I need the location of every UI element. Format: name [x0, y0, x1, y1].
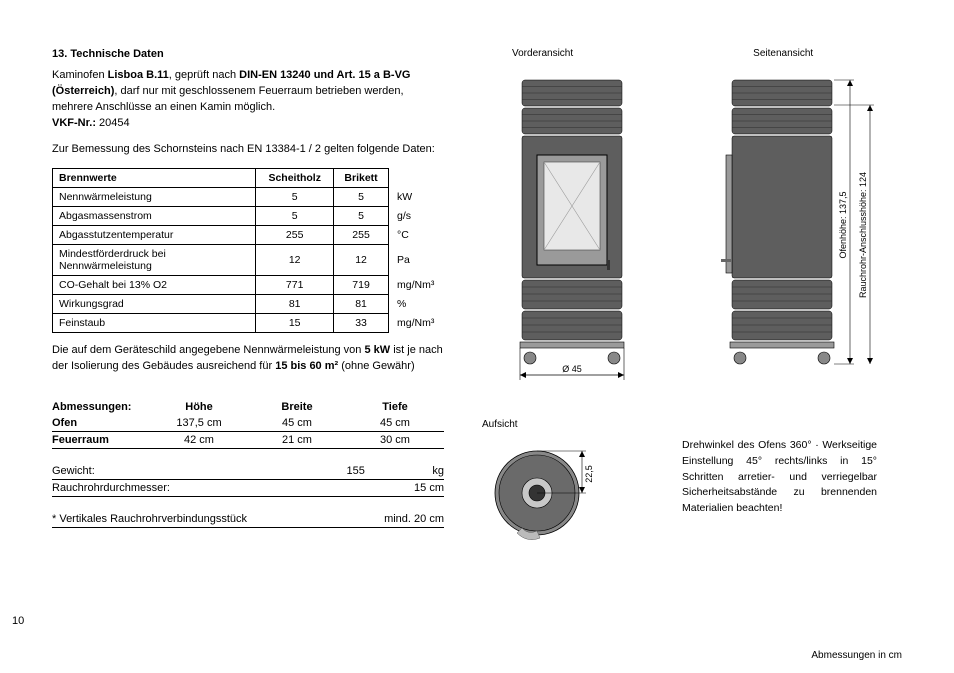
cell-brikett: 81	[334, 294, 389, 313]
dim-ofen-0: Ofen	[52, 417, 150, 429]
th-scheitholz: Scheitholz	[256, 168, 334, 187]
dim-feuer-1: 42 cm	[150, 434, 248, 446]
gewicht-val: 155	[240, 465, 365, 477]
bottom-row: 22,5 Drehwinkel des Ofens 360° · Werksei…	[482, 438, 902, 548]
pt-b: 5 kW	[364, 344, 390, 356]
cell-brikett: 5	[334, 206, 389, 225]
rohr-val: 15 cm	[242, 482, 444, 494]
cell-unit: mg/Nm³	[389, 275, 444, 294]
chimney-line: Zur Bemessung des Schornsteins nach EN 1…	[52, 142, 444, 158]
top-dim-label: 22,5	[584, 465, 594, 483]
table-row: Abgasstutzentemperatur255255°C	[53, 225, 444, 244]
cell-label: Wirkungsgrad	[53, 294, 256, 313]
cell-brikett: 33	[334, 313, 389, 332]
cell-label: Mindestförderdruck bei Nennwärmeleistung	[53, 244, 256, 275]
rohr-label: Rauchrohrdurchmesser:	[52, 482, 242, 494]
cell-label: Abgasstutzentemperatur	[53, 225, 256, 244]
table-row: Mindestförderdruck bei Nennwärmeleistung…	[53, 244, 444, 275]
front-view-svg: Ø 45	[482, 65, 662, 385]
model-name: Lisboa B.11	[108, 69, 169, 81]
th-unit-blank	[389, 168, 444, 187]
dim-head-3: Tiefe	[346, 401, 444, 413]
cell-scheitholz: 81	[256, 294, 334, 313]
cell-unit: Pa	[389, 244, 444, 275]
section-heading: 13. Technische Daten	[52, 48, 444, 60]
diameter-label: Ø 45	[562, 364, 582, 374]
cell-scheitholz: 15	[256, 313, 334, 332]
vkf-value: 20454	[96, 117, 130, 129]
cell-label: CO-Gehalt bei 13% O2	[53, 275, 256, 294]
cell-brikett: 255	[334, 225, 389, 244]
cell-unit: g/s	[389, 206, 444, 225]
cell-label: Feinstaub	[53, 313, 256, 332]
dimensions-note: Abmessungen in cm	[811, 650, 902, 661]
table-row: Nennwärmeleistung55kW	[53, 187, 444, 206]
cell-label: Abgasmassenstrom	[53, 206, 256, 225]
cell-scheitholz: 771	[256, 275, 334, 294]
power-paragraph: Die auf dem Geräteschild angegebene Nenn…	[52, 343, 444, 375]
rauchrohr-label: Rauchrohr-Anschlusshöhe: 124	[858, 172, 868, 298]
cell-unit: °C	[389, 225, 444, 244]
table-row: Abgasmassenstrom55g/s	[53, 206, 444, 225]
vkf-label: VKF-Nr.:	[52, 117, 96, 129]
cell-unit: mg/Nm³	[389, 313, 444, 332]
vert-val: mind. 20 cm	[313, 513, 444, 525]
gewicht-unit: kg	[365, 465, 444, 477]
gewicht-label: Gewicht:	[52, 465, 240, 477]
view-labels: Vorderansicht Seitenansicht	[482, 48, 902, 59]
brennwerte-table: Brennwerte Scheitholz Brikett Nennwärmel…	[52, 168, 444, 333]
rotation-text: Drehwinkel des Ofens 360° · Werkseitige …	[682, 438, 877, 517]
dim-feuer-3: 30 cm	[346, 434, 444, 446]
pt-e: (ohne Gewähr)	[338, 360, 414, 372]
cell-scheitholz: 5	[256, 206, 334, 225]
label-front: Vorderansicht	[512, 48, 573, 59]
page-number: 10	[12, 615, 24, 627]
cell-brikett: 12	[334, 244, 389, 275]
cell-scheitholz: 5	[256, 187, 334, 206]
dim-head-0: Abmessungen:	[52, 401, 150, 413]
cell-unit: %	[389, 294, 444, 313]
intro-paragraph: Kaminofen Lisboa B.11, geprüft nach DIN-…	[52, 68, 444, 132]
dim-head-1: Höhe	[150, 401, 248, 413]
dim-ofen-2: 45 cm	[248, 417, 346, 429]
vert-label: * Vertikales Rauchrohrverbindungsstück	[52, 513, 313, 525]
dimensions-block: Abmessungen: Höhe Breite Tiefe Ofen 137,…	[52, 399, 444, 528]
intro-pre: Kaminofen	[52, 69, 108, 81]
th-brikett: Brikett	[334, 168, 389, 187]
intro-mid: , geprüft nach	[169, 69, 239, 81]
table-row: CO-Gehalt bei 13% O2771719mg/Nm³	[53, 275, 444, 294]
cell-scheitholz: 12	[256, 244, 334, 275]
pt-a: Die auf dem Geräteschild angegebene Nenn…	[52, 344, 364, 356]
dim-head-2: Breite	[248, 401, 346, 413]
cell-brikett: 719	[334, 275, 389, 294]
table-row: Wirkungsgrad8181%	[53, 294, 444, 313]
cell-brikett: 5	[334, 187, 389, 206]
side-view-svg: Ofenhöhe: 137,5 Rauchrohr-Anschlusshöhe:…	[682, 65, 902, 385]
dim-ofen-1: 137,5 cm	[150, 417, 248, 429]
label-top: Aufsicht	[482, 419, 902, 430]
dim-ofen-3: 45 cm	[346, 417, 444, 429]
cell-label: Nennwärmeleistung	[53, 187, 256, 206]
dim-feuer-2: 21 cm	[248, 434, 346, 446]
cell-scheitholz: 255	[256, 225, 334, 244]
pt-d: 15 bis 60 m²	[275, 360, 338, 372]
top-view-svg: 22,5	[482, 438, 642, 548]
dim-feuer-0: Feuerraum	[52, 434, 150, 446]
th-brennwerte: Brennwerte	[53, 168, 256, 187]
drawings-row: Ø 45 Ofenhöhe: 137,5	[482, 65, 902, 385]
ofenhoehe-label: Ofenhöhe: 137,5	[838, 191, 848, 258]
table-row: Feinstaub1533mg/Nm³	[53, 313, 444, 332]
label-side: Seitenansicht	[753, 48, 813, 59]
cell-unit: kW	[389, 187, 444, 206]
